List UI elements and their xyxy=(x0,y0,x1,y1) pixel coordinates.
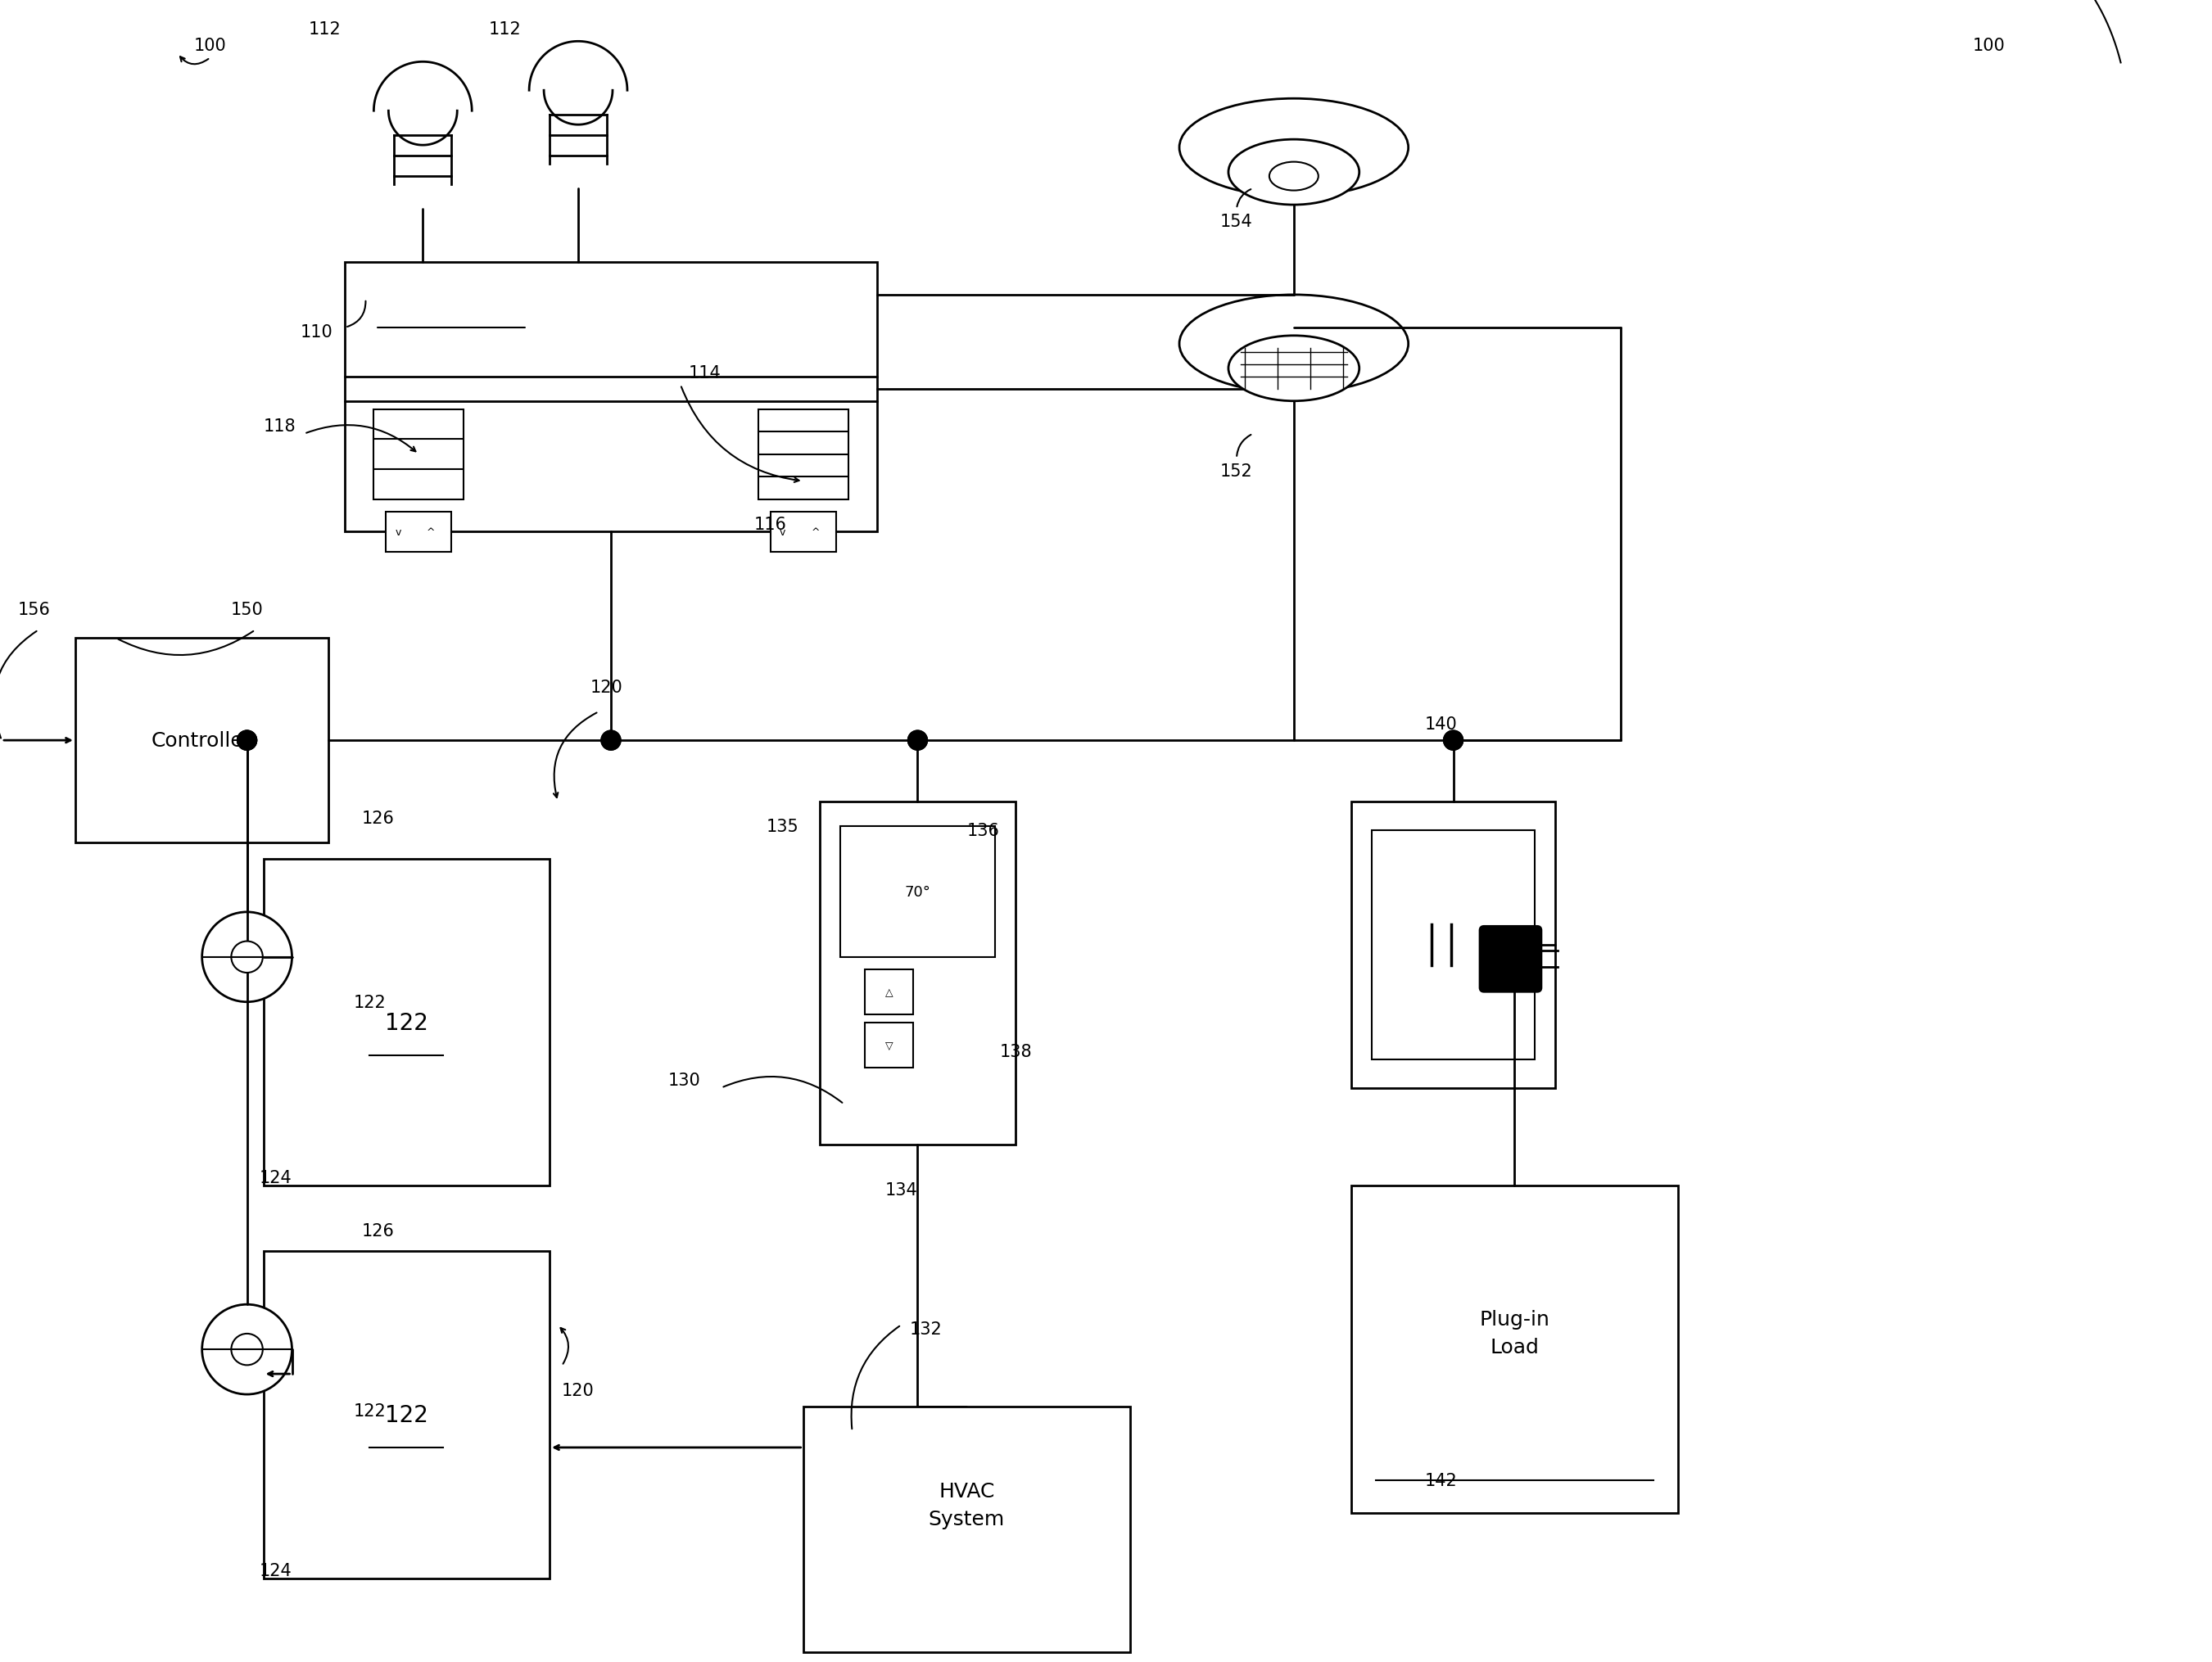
Bar xyxy=(75,638,330,843)
Ellipse shape xyxy=(1228,336,1358,402)
Circle shape xyxy=(1444,731,1462,751)
Text: 154: 154 xyxy=(1221,214,1252,229)
Text: 152: 152 xyxy=(1221,462,1252,479)
Text: v: v xyxy=(779,527,785,537)
Text: 142: 142 xyxy=(1425,1473,1458,1489)
Text: 112: 112 xyxy=(307,22,341,38)
Text: 126: 126 xyxy=(361,1223,394,1240)
Bar xyxy=(387,512,451,553)
Text: 130: 130 xyxy=(668,1072,701,1089)
Bar xyxy=(865,1022,914,1067)
Circle shape xyxy=(237,731,257,751)
Text: 124: 124 xyxy=(259,1562,292,1579)
Text: 116: 116 xyxy=(754,515,787,532)
Text: 122: 122 xyxy=(354,994,385,1010)
Bar xyxy=(865,969,914,1014)
Bar xyxy=(803,1406,1130,1652)
FancyBboxPatch shape xyxy=(1480,927,1542,992)
Bar xyxy=(1352,1187,1679,1512)
Text: 70°: 70° xyxy=(905,884,931,899)
Text: 138: 138 xyxy=(1000,1044,1033,1059)
Ellipse shape xyxy=(1179,100,1409,198)
Text: Plug-in
Load: Plug-in Load xyxy=(1480,1310,1551,1356)
Text: 124: 124 xyxy=(259,1170,292,1187)
Text: 112: 112 xyxy=(489,22,520,38)
Bar xyxy=(345,263,876,532)
Bar xyxy=(1371,831,1535,1059)
Text: 135: 135 xyxy=(765,818,799,834)
Circle shape xyxy=(237,731,257,751)
Bar xyxy=(263,1251,549,1579)
Circle shape xyxy=(237,731,257,751)
Circle shape xyxy=(907,731,927,751)
Text: 122: 122 xyxy=(354,1403,385,1419)
Text: 150: 150 xyxy=(230,602,263,618)
Text: 110: 110 xyxy=(301,324,332,341)
Text: 100: 100 xyxy=(195,38,226,55)
Circle shape xyxy=(602,731,622,751)
Text: △: △ xyxy=(885,987,894,997)
Text: 156: 156 xyxy=(18,602,51,618)
Text: 134: 134 xyxy=(885,1182,918,1198)
Text: 140: 140 xyxy=(1425,716,1458,733)
Text: 114: 114 xyxy=(688,364,721,381)
Bar xyxy=(374,411,465,500)
Ellipse shape xyxy=(1228,140,1358,206)
Bar xyxy=(263,859,549,1187)
Bar xyxy=(1352,803,1555,1089)
Bar xyxy=(770,512,836,553)
Text: 122: 122 xyxy=(385,1010,429,1034)
Text: v: v xyxy=(396,527,400,537)
Text: 126: 126 xyxy=(361,809,394,826)
Circle shape xyxy=(907,731,927,751)
Circle shape xyxy=(201,1305,292,1394)
Text: 118: 118 xyxy=(263,417,296,434)
Text: Controller: Controller xyxy=(153,731,252,751)
Circle shape xyxy=(201,912,292,1002)
Circle shape xyxy=(1444,731,1462,751)
Text: 132: 132 xyxy=(909,1321,942,1338)
Text: ▽: ▽ xyxy=(885,1040,894,1050)
Text: HVAC
System: HVAC System xyxy=(929,1481,1004,1529)
Text: 136: 136 xyxy=(967,823,1000,839)
Text: 120: 120 xyxy=(591,680,624,696)
Ellipse shape xyxy=(1270,163,1318,191)
Circle shape xyxy=(232,942,263,972)
Bar xyxy=(818,803,1015,1145)
Bar xyxy=(759,411,847,500)
Text: ^: ^ xyxy=(427,527,436,537)
Circle shape xyxy=(602,731,622,751)
Text: 122: 122 xyxy=(385,1403,429,1426)
Text: 100: 100 xyxy=(1973,38,2006,55)
Circle shape xyxy=(232,1335,263,1365)
Bar xyxy=(841,826,995,957)
Text: 120: 120 xyxy=(562,1383,595,1398)
Text: ^: ^ xyxy=(812,527,821,537)
Ellipse shape xyxy=(1179,296,1409,394)
